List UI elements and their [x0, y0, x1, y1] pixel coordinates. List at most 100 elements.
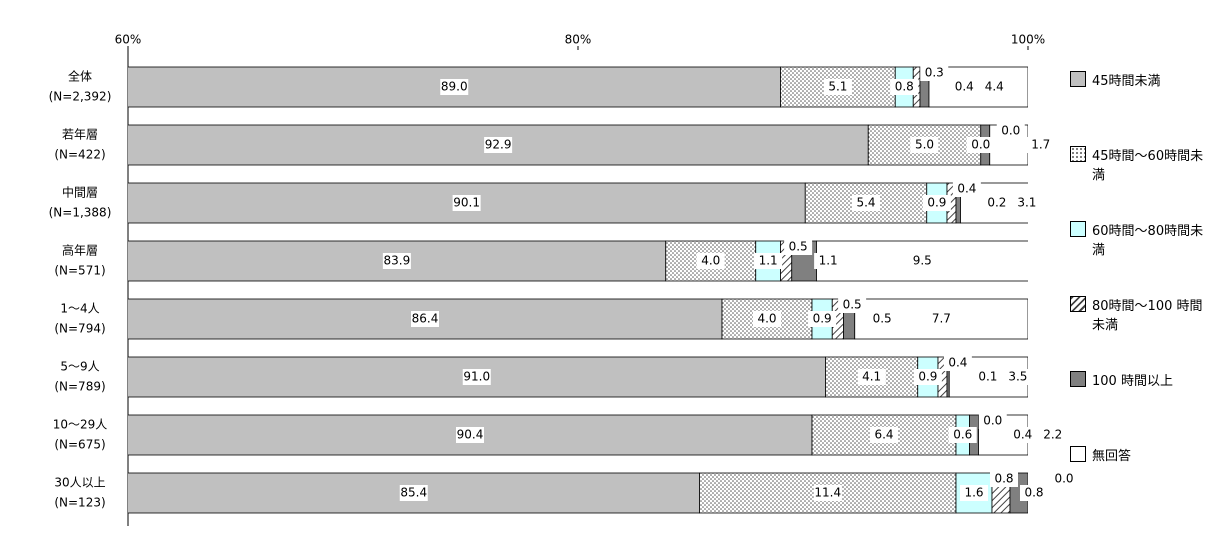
data-label: 4.0 — [701, 254, 720, 268]
category-n: (N=422) — [54, 148, 105, 162]
data-label: 0.0 — [1001, 124, 1020, 138]
data-label: 0.5 — [843, 298, 862, 312]
label-bg — [966, 137, 995, 153]
label-bg — [784, 239, 813, 255]
bar-segment — [128, 298, 723, 340]
data-label: 0.0 — [971, 138, 990, 152]
category-n: (N=2,392) — [49, 90, 112, 104]
legend-swatch — [1070, 446, 1086, 462]
label-bg — [890, 79, 919, 95]
label-bg — [870, 427, 898, 443]
data-label: 0.0 — [1054, 472, 1073, 486]
data-label: 3.5 — [1008, 370, 1027, 384]
data-label: 11.4 — [814, 486, 841, 500]
x-tick-label: 80% — [565, 33, 592, 47]
label-bg — [852, 195, 880, 211]
legend-label: 無回答 — [1092, 449, 1132, 464]
label-bg — [868, 311, 897, 327]
data-label: 0.5 — [873, 312, 892, 326]
label-bg — [1020, 485, 1048, 501]
label-bg — [913, 369, 942, 385]
label-bg — [484, 137, 513, 153]
data-label: 1.1 — [819, 254, 838, 268]
data-label: 83.9 — [384, 254, 411, 268]
legend-item: 60時間～80時間未満 — [1070, 220, 1215, 258]
label-bg — [452, 195, 481, 211]
data-label: 4.1 — [862, 370, 881, 384]
category-n: (N=789) — [54, 380, 105, 394]
legend-swatch — [1070, 71, 1086, 87]
label-bg — [950, 79, 979, 95]
label-bg — [823, 79, 852, 95]
legend-label: 45時間未満 — [1092, 74, 1161, 89]
data-label: 0.4 — [955, 80, 974, 94]
label-bg — [838, 297, 867, 313]
legend-swatch — [1070, 296, 1086, 312]
data-label: 89.0 — [441, 80, 468, 94]
legend-label: 45時間～60時間未満 — [1092, 149, 1204, 183]
data-label: 1.6 — [964, 486, 983, 500]
label-bg — [462, 369, 491, 385]
category-label: 中間層 — [62, 185, 98, 200]
data-label: 9.5 — [913, 254, 932, 268]
label-bg — [754, 253, 783, 269]
label-bg — [456, 427, 484, 443]
label-bg — [960, 485, 988, 501]
data-label: 0.3 — [925, 66, 944, 80]
category-n: (N=123) — [54, 496, 105, 510]
legend-label: 100 時間以上 — [1092, 374, 1173, 389]
category-label: 全体 — [68, 69, 92, 84]
category-n: (N=1,388) — [49, 206, 112, 220]
data-label: 2.2 — [1043, 428, 1062, 442]
data-label: 5.4 — [856, 196, 875, 210]
data-label: 0.6 — [953, 428, 972, 442]
data-label: 92.9 — [485, 138, 512, 152]
data-label: 0.2 — [987, 196, 1006, 210]
data-label: 4.4 — [985, 80, 1004, 94]
legend-item: 無回答 — [1070, 445, 1215, 464]
bar-segment — [128, 414, 813, 456]
label-bg — [857, 369, 886, 385]
data-label: 0.1 — [978, 370, 997, 384]
category-n: (N=675) — [54, 438, 105, 452]
legend-item: 100 時間以上 — [1070, 370, 1215, 389]
data-label: 0.8 — [1024, 486, 1043, 500]
bars — [128, 66, 1028, 514]
data-label: 1.7 — [1031, 138, 1050, 152]
data-label: 0.8 — [994, 472, 1013, 486]
category-label: 若年層 — [62, 128, 98, 142]
data-label: 5.0 — [915, 138, 934, 152]
legend-item: 80時間～100 時間未満 — [1070, 295, 1215, 333]
label-bg — [982, 195, 1011, 211]
label-bg — [814, 253, 843, 269]
data-label: 0.8 — [895, 80, 914, 94]
label-bg — [808, 311, 837, 327]
category-label: 5～9人 — [60, 360, 99, 374]
legend-item: 45時間未満 — [1070, 70, 1215, 89]
label-bg — [952, 181, 981, 197]
data-label: 0.4 — [957, 182, 976, 196]
category-label: 10～29人 — [53, 418, 108, 432]
label-bg — [696, 253, 725, 269]
label-bg — [973, 369, 1002, 385]
category-label: 1～4人 — [60, 302, 99, 316]
category-label: 高年層 — [62, 243, 98, 258]
data-label: 86.4 — [412, 312, 439, 326]
legend-swatch — [1070, 221, 1086, 237]
data-label: 91.0 — [463, 370, 490, 384]
label-bg — [978, 413, 1007, 429]
category-n: (N=794) — [54, 322, 105, 336]
label-bg — [382, 253, 411, 269]
label-bg — [1038, 427, 1067, 443]
label-bg — [1003, 369, 1032, 385]
bar-segment — [128, 124, 869, 166]
label-bg — [411, 311, 439, 327]
label-bg — [908, 253, 937, 269]
bar-segment — [128, 182, 806, 224]
legend-swatch — [1070, 371, 1086, 387]
category-label: 30人以上 — [54, 476, 105, 490]
data-label: 0.5 — [789, 240, 808, 254]
data-label: 4.0 — [757, 312, 776, 326]
data-label: 6.4 — [874, 428, 893, 442]
